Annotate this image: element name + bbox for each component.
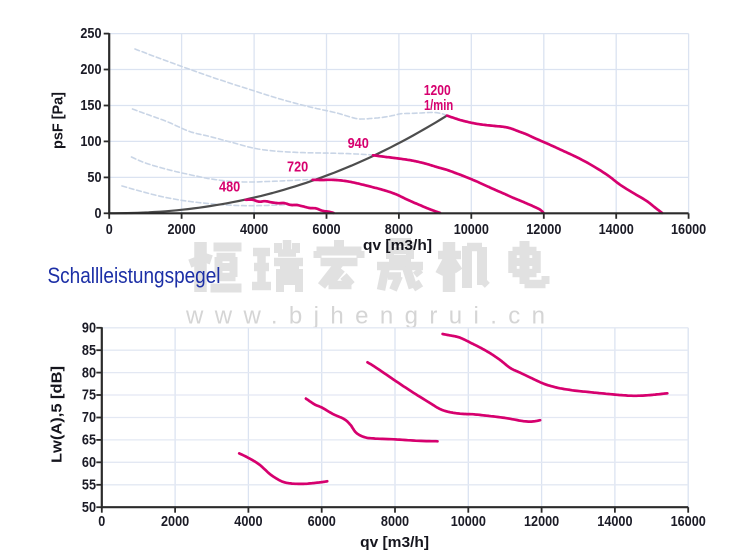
svg-text:90: 90 bbox=[82, 320, 96, 337]
svg-text:85: 85 bbox=[82, 342, 96, 359]
svg-text:16000: 16000 bbox=[671, 221, 706, 238]
svg-text:0: 0 bbox=[98, 513, 105, 530]
svg-text:250: 250 bbox=[80, 25, 101, 42]
svg-text:480: 480 bbox=[219, 179, 240, 196]
svg-text:50: 50 bbox=[87, 169, 101, 186]
svg-text:50: 50 bbox=[82, 499, 96, 516]
svg-text:100: 100 bbox=[80, 133, 101, 150]
svg-text:75: 75 bbox=[82, 387, 96, 404]
svg-text:2000: 2000 bbox=[161, 513, 189, 530]
svg-text:4000: 4000 bbox=[240, 221, 268, 238]
svg-text:60: 60 bbox=[82, 454, 96, 471]
svg-text:14000: 14000 bbox=[599, 221, 634, 238]
svg-text:1/min: 1/min bbox=[424, 97, 453, 114]
svg-text:qv [m3/h]: qv [m3/h] bbox=[363, 238, 432, 254]
svg-text:8000: 8000 bbox=[385, 221, 413, 238]
svg-text:65: 65 bbox=[82, 432, 96, 449]
svg-text:6000: 6000 bbox=[308, 513, 336, 530]
svg-text:940: 940 bbox=[348, 135, 369, 152]
svg-text:150: 150 bbox=[80, 97, 101, 114]
svg-text:200: 200 bbox=[80, 61, 101, 78]
svg-text:12000: 12000 bbox=[524, 513, 559, 530]
svg-text:10000: 10000 bbox=[451, 513, 486, 530]
svg-text:0: 0 bbox=[95, 205, 102, 222]
svg-text:12000: 12000 bbox=[526, 221, 561, 238]
svg-text:Schallleistungspegel: Schallleistungspegel bbox=[48, 263, 221, 288]
svg-text:8000: 8000 bbox=[381, 513, 409, 530]
svg-text:80: 80 bbox=[82, 364, 96, 381]
svg-text:0: 0 bbox=[106, 221, 113, 238]
svg-text:4000: 4000 bbox=[234, 513, 262, 530]
svg-text:70: 70 bbox=[82, 409, 96, 426]
svg-text:10000: 10000 bbox=[454, 221, 489, 238]
svg-text:720: 720 bbox=[287, 159, 308, 176]
svg-text:qv [m3/h]: qv [m3/h] bbox=[360, 535, 429, 551]
svg-text:14000: 14000 bbox=[597, 513, 632, 530]
svg-text:2000: 2000 bbox=[168, 221, 196, 238]
svg-text:1200: 1200 bbox=[424, 82, 451, 99]
svg-text:Lw(A),5 [dB]: Lw(A),5 [dB] bbox=[49, 366, 66, 463]
svg-text:6000: 6000 bbox=[312, 221, 340, 238]
svg-text:16000: 16000 bbox=[671, 513, 706, 530]
svg-text:55: 55 bbox=[82, 477, 96, 494]
svg-text:psF [Pa]: psF [Pa] bbox=[50, 92, 67, 149]
